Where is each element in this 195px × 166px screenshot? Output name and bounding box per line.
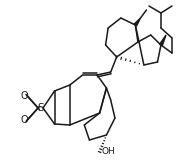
Text: S: S [38,103,44,113]
Text: O: O [20,115,28,125]
Polygon shape [160,35,166,46]
Text: O: O [20,91,28,101]
Polygon shape [134,18,140,26]
Text: OH: OH [101,148,115,157]
